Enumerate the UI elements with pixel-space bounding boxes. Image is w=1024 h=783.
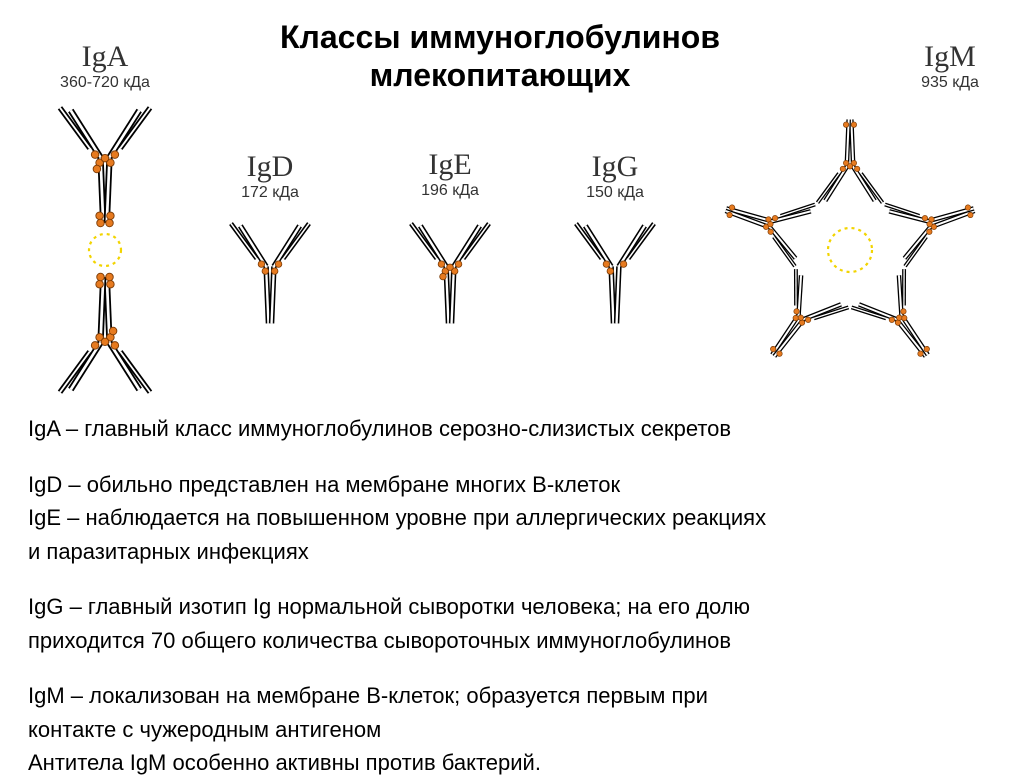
- desc-ige-1: IgE – наблюдается на повышенном уровне п…: [28, 504, 996, 532]
- iga-weight: 360-720 кДа: [40, 74, 170, 92]
- igd-weight: 172 кДа: [210, 184, 330, 202]
- igg-diagram: [550, 210, 680, 350]
- desc-igm-1: IgM – локализован на мембране В-клеток; …: [28, 682, 996, 710]
- igd-label: IgD 172 кДа: [210, 150, 330, 202]
- desc-igm-2: контакте с чужеродным антигеном: [28, 716, 996, 744]
- ige-label: IgE 196 кДа: [390, 148, 510, 200]
- igm-label: IgM 935 кДа: [890, 40, 1010, 92]
- igm-weight: 935 кДа: [890, 74, 1010, 92]
- iga-name: IgA: [40, 40, 170, 74]
- page-title: Классы иммуноглобулинов млекопитающих: [180, 18, 820, 95]
- desc-igg-2: приходится 70 общего количества сыворото…: [28, 627, 996, 655]
- title-line-2: млекопитающих: [180, 56, 820, 94]
- igm-diagram: [700, 100, 1000, 400]
- ige-name: IgE: [390, 148, 510, 182]
- ige-weight: 196 кДа: [390, 182, 510, 200]
- desc-igg-1: IgG – главный изотип Ig нормальной сывор…: [28, 593, 996, 621]
- desc-igd: IgD – обильно представлен на мембране мн…: [28, 471, 996, 499]
- igm-name: IgM: [890, 40, 1010, 74]
- desc-ige-2: и паразитарных инфекциях: [28, 538, 996, 566]
- ige-diagram: [385, 210, 515, 350]
- iga-label: IgA 360-720 кДа: [40, 40, 170, 92]
- descriptions-block: IgA – главный класс иммуноглобулинов сер…: [28, 415, 996, 783]
- igg-weight: 150 кДа: [555, 184, 675, 202]
- igd-diagram: [205, 210, 335, 350]
- desc-iga: IgA – главный класс иммуноглобулинов сер…: [28, 415, 996, 443]
- iga-diagram: [35, 100, 175, 400]
- igg-name: IgG: [555, 150, 675, 184]
- desc-igm-3: Антитела IgM особенно активны против бак…: [28, 749, 996, 777]
- igg-label: IgG 150 кДа: [555, 150, 675, 202]
- title-line-1: Классы иммуноглобулинов: [180, 18, 820, 56]
- igd-name: IgD: [210, 150, 330, 184]
